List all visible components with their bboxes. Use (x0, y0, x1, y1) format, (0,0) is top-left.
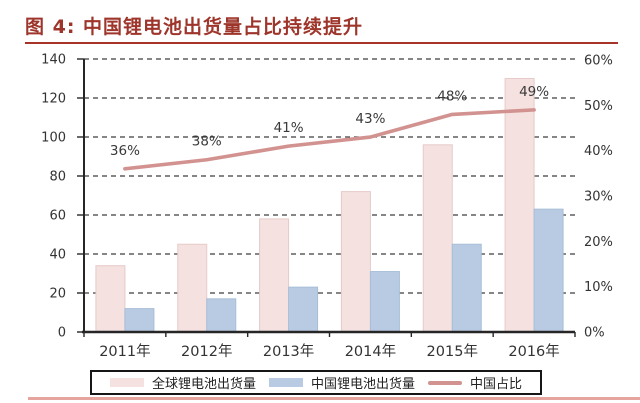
legend-item-china-shipments: 中国锂电池出货量 (268, 373, 415, 392)
share-point-label: 36% (110, 143, 140, 159)
right-axis-tick-label: 60% (584, 54, 613, 69)
bar-global-shipments (177, 243, 208, 333)
china-share-line-swatch (427, 380, 462, 385)
bar-global-shipments (340, 191, 371, 333)
legend-item-global-shipments: 全球锂电池出货量 (110, 373, 256, 392)
left-axis-tick-label: 140 (41, 53, 66, 68)
share-point-label: 38% (192, 134, 222, 150)
x-axis-category-label: 2013年 (263, 343, 314, 360)
x-axis-category-label: 2011年 (99, 343, 150, 360)
share-point-label: 43% (355, 111, 385, 127)
x-axis-category-label: 2014年 (345, 343, 396, 360)
x-axis-category-label: 2012年 (181, 343, 232, 360)
left-axis-tick-label: 40 (49, 248, 66, 263)
left-axis-tick-label: 0 (58, 326, 66, 341)
left-axis-tick-label: 120 (41, 92, 66, 107)
x-axis-category-label: 2016年 (508, 343, 559, 360)
right-axis-tick-label: 40% (584, 144, 613, 159)
china-shipments-swatch (268, 378, 303, 387)
global-shipments-swatch (110, 378, 144, 387)
legend-label: 中国锂电池出货量 (310, 377, 415, 392)
bar-china-shipments (288, 286, 319, 333)
bar-global-shipments (504, 78, 535, 333)
left-axis-tick-label: 80 (49, 170, 66, 185)
bar-china-shipments (533, 208, 564, 333)
bar-global-shipments (259, 218, 290, 333)
bar-global-shipments (95, 265, 126, 333)
bottom-rule (28, 397, 640, 400)
share-point-label: 48% (437, 88, 467, 104)
left-axis-tick-label: 20 (49, 287, 66, 302)
bar-china-shipments (451, 243, 482, 333)
bar-china-shipments (369, 271, 400, 333)
figure-title: 图 4: 中国锂电池出货量占比持续提升 (25, 16, 364, 38)
share-point-label: 49% (519, 84, 549, 100)
left-axis-tick-label: 60 (49, 209, 66, 224)
legend-label: 中国占比 (469, 377, 522, 392)
bar-china-shipments (206, 298, 237, 333)
title-underline (25, 42, 618, 44)
right-axis-tick-label: 0% (584, 326, 605, 341)
chart-legend: 全球锂电池出货量 中国锂电池出货量 中国占比 (90, 370, 542, 395)
right-axis-tick-label: 30% (584, 190, 613, 205)
legend-item-china-share: 中国占比 (427, 373, 522, 392)
left-axis-tick-label: 100 (41, 131, 66, 146)
right-axis-tick-label: 10% (584, 280, 613, 295)
x-axis-category-label: 2015年 (427, 343, 478, 360)
right-axis-tick-label: 20% (584, 235, 613, 250)
legend-label: 全球锂电池出货量 (152, 377, 257, 392)
bar-china-shipments (124, 308, 155, 333)
china-share-line (123, 108, 536, 171)
share-point-label: 41% (274, 120, 304, 136)
bar-global-shipments (422, 144, 453, 333)
right-axis-tick-label: 50% (584, 99, 613, 114)
